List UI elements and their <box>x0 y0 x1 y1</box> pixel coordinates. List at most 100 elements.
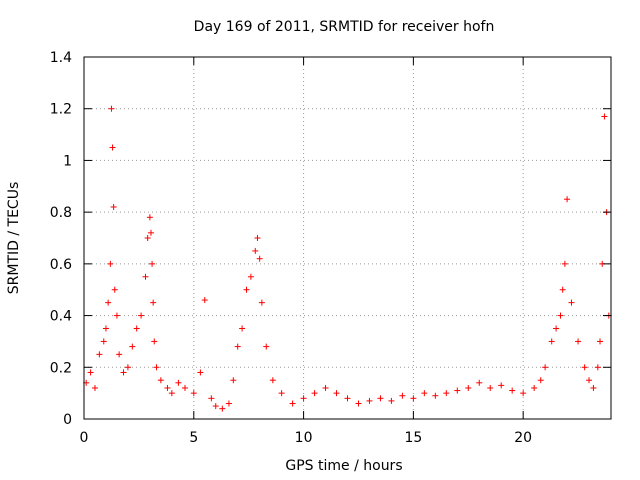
data-point <box>100 338 107 345</box>
data-point <box>586 377 593 384</box>
data-point <box>109 144 116 151</box>
data-point <box>150 299 157 306</box>
data-point <box>254 235 261 241</box>
data-point <box>190 390 197 397</box>
data-point <box>212 403 219 410</box>
data-point <box>129 343 136 350</box>
data-point <box>96 351 103 358</box>
y-tick-label: 0.6 <box>50 257 72 273</box>
data-point <box>105 299 112 306</box>
data-point <box>594 364 601 371</box>
data-point <box>102 325 109 332</box>
data-point <box>116 351 123 358</box>
y-tick-label: 0.2 <box>50 360 72 376</box>
data-point <box>144 235 151 241</box>
data-point <box>557 312 564 319</box>
axis-ticks: 0 0.2 0.4 0.6 0.8 1 1.2 1.4 0 5 10 15 20 <box>50 50 611 446</box>
data-point <box>120 369 127 376</box>
data-point <box>108 105 115 112</box>
data-point <box>208 395 215 402</box>
data-point <box>168 390 175 397</box>
data-point <box>561 260 568 267</box>
data-point <box>133 325 140 332</box>
y-axis-label: SRMTID / TECUs <box>6 182 22 295</box>
data-point <box>147 229 154 236</box>
data-point <box>113 312 120 319</box>
data-point <box>258 299 265 306</box>
data-point <box>454 387 461 394</box>
data-point <box>432 392 439 399</box>
data-point <box>197 369 204 376</box>
data-point <box>111 286 118 293</box>
data-point <box>559 286 566 293</box>
data-point <box>149 260 156 267</box>
data-point <box>289 400 296 407</box>
y-tick-label: 1.4 <box>50 50 72 66</box>
y-tick-label: 0.4 <box>50 309 72 325</box>
data-point <box>443 390 450 397</box>
data-point <box>322 384 329 391</box>
data-point <box>476 379 483 386</box>
data-point <box>252 247 259 254</box>
grid <box>84 57 611 419</box>
x-tick-label: 0 <box>80 430 89 446</box>
data-point <box>344 395 351 402</box>
x-tick-label: 5 <box>189 430 198 446</box>
data-point <box>564 196 571 203</box>
data-point <box>465 384 472 391</box>
data-point <box>553 325 560 332</box>
x-tick-label: 20 <box>514 430 532 446</box>
data-point <box>234 343 241 350</box>
data-point <box>153 364 160 371</box>
data-point <box>110 203 117 210</box>
data-series-srmtid <box>83 105 612 412</box>
data-point <box>157 377 164 384</box>
data-point <box>531 384 538 391</box>
data-point <box>300 395 307 402</box>
data-point <box>509 387 516 394</box>
data-point <box>107 260 114 267</box>
data-point <box>269 377 276 384</box>
data-point <box>487 384 494 391</box>
data-point <box>388 397 395 404</box>
data-point <box>366 397 373 404</box>
x-axis-label: GPS time / hours <box>285 458 402 474</box>
data-point <box>182 384 189 391</box>
data-point <box>601 113 608 120</box>
data-point <box>138 312 145 319</box>
data-point <box>142 273 149 280</box>
data-point <box>542 364 549 371</box>
data-point <box>355 400 362 407</box>
data-point <box>548 338 555 345</box>
data-point <box>575 338 582 345</box>
data-point <box>568 299 575 306</box>
data-point <box>201 297 208 304</box>
plot-frame <box>83 56 612 420</box>
data-point <box>311 390 318 397</box>
data-point <box>590 384 597 391</box>
x-tick-label: 10 <box>295 430 313 446</box>
data-point <box>520 390 527 397</box>
data-point <box>597 338 604 345</box>
data-point <box>278 390 285 397</box>
data-point <box>230 377 237 384</box>
data-point <box>498 382 505 389</box>
y-tick-label: 0 <box>63 412 72 428</box>
data-point <box>164 384 171 391</box>
data-point <box>175 379 182 386</box>
data-point <box>581 364 588 371</box>
data-point <box>399 392 406 399</box>
data-point <box>421 390 428 397</box>
y-tick-label: 0.8 <box>50 205 72 221</box>
data-point <box>225 400 232 407</box>
data-point <box>243 286 250 293</box>
x-tick-label: 15 <box>404 430 422 446</box>
data-point <box>537 377 544 384</box>
data-point <box>247 273 254 280</box>
data-point <box>91 384 98 391</box>
y-tick-label: 1.2 <box>50 102 72 118</box>
chart-title: Day 169 of 2011, SRMTID for receiver hof… <box>194 19 495 35</box>
data-point <box>124 364 131 371</box>
data-point <box>263 343 270 350</box>
